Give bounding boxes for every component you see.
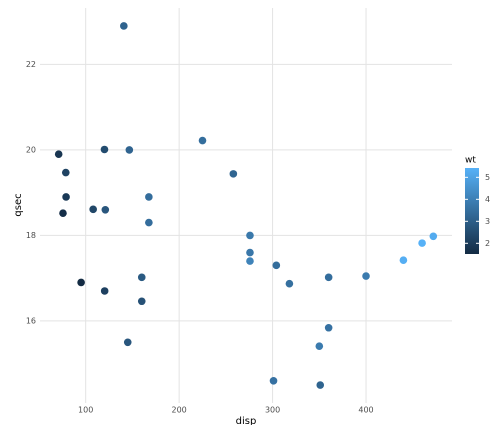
point: [362, 272, 370, 280]
point: [316, 381, 325, 389]
point: [315, 342, 324, 350]
colorbar-label: 3: [485, 217, 490, 226]
point: [324, 273, 333, 282]
colorbar-label: 4: [485, 195, 490, 204]
colorbar-label: 2: [485, 239, 490, 248]
point: [101, 205, 110, 214]
point: [54, 150, 63, 159]
point: [198, 136, 207, 145]
point: [100, 145, 109, 154]
point: [246, 248, 254, 257]
point: [100, 287, 109, 295]
y-axis-label: qsec: [13, 193, 24, 216]
point: [246, 231, 254, 240]
y-tick-label: 18: [26, 231, 36, 240]
y-tick-label: 16: [26, 316, 36, 325]
point: [145, 193, 153, 201]
point: [120, 22, 128, 30]
point: [59, 209, 67, 217]
point: [399, 256, 408, 265]
point: [418, 239, 426, 247]
point: [125, 146, 134, 154]
point: [269, 376, 278, 385]
y-tick-label: 20: [26, 145, 36, 154]
x-tick-label: 300: [265, 406, 280, 415]
point: [62, 193, 70, 201]
point: [272, 261, 281, 270]
point: [123, 338, 132, 347]
point: [246, 257, 254, 265]
colorbar-label: 5: [485, 173, 490, 182]
point: [229, 170, 238, 178]
colorbar: [465, 168, 479, 254]
point: [285, 279, 294, 288]
x-axis-label: disp: [236, 416, 257, 425]
y-tick-label: 22: [26, 60, 36, 69]
point: [89, 205, 97, 214]
point: [429, 232, 438, 241]
x-tick-label: 200: [171, 406, 186, 415]
point: [324, 323, 333, 332]
point: [137, 273, 146, 282]
x-tick-label: 100: [78, 406, 93, 415]
point: [61, 168, 70, 177]
x-tick-label: 400: [358, 406, 373, 415]
point: [145, 218, 153, 227]
legend-title: wt: [465, 156, 476, 166]
point: [77, 278, 85, 287]
point: [137, 297, 146, 306]
